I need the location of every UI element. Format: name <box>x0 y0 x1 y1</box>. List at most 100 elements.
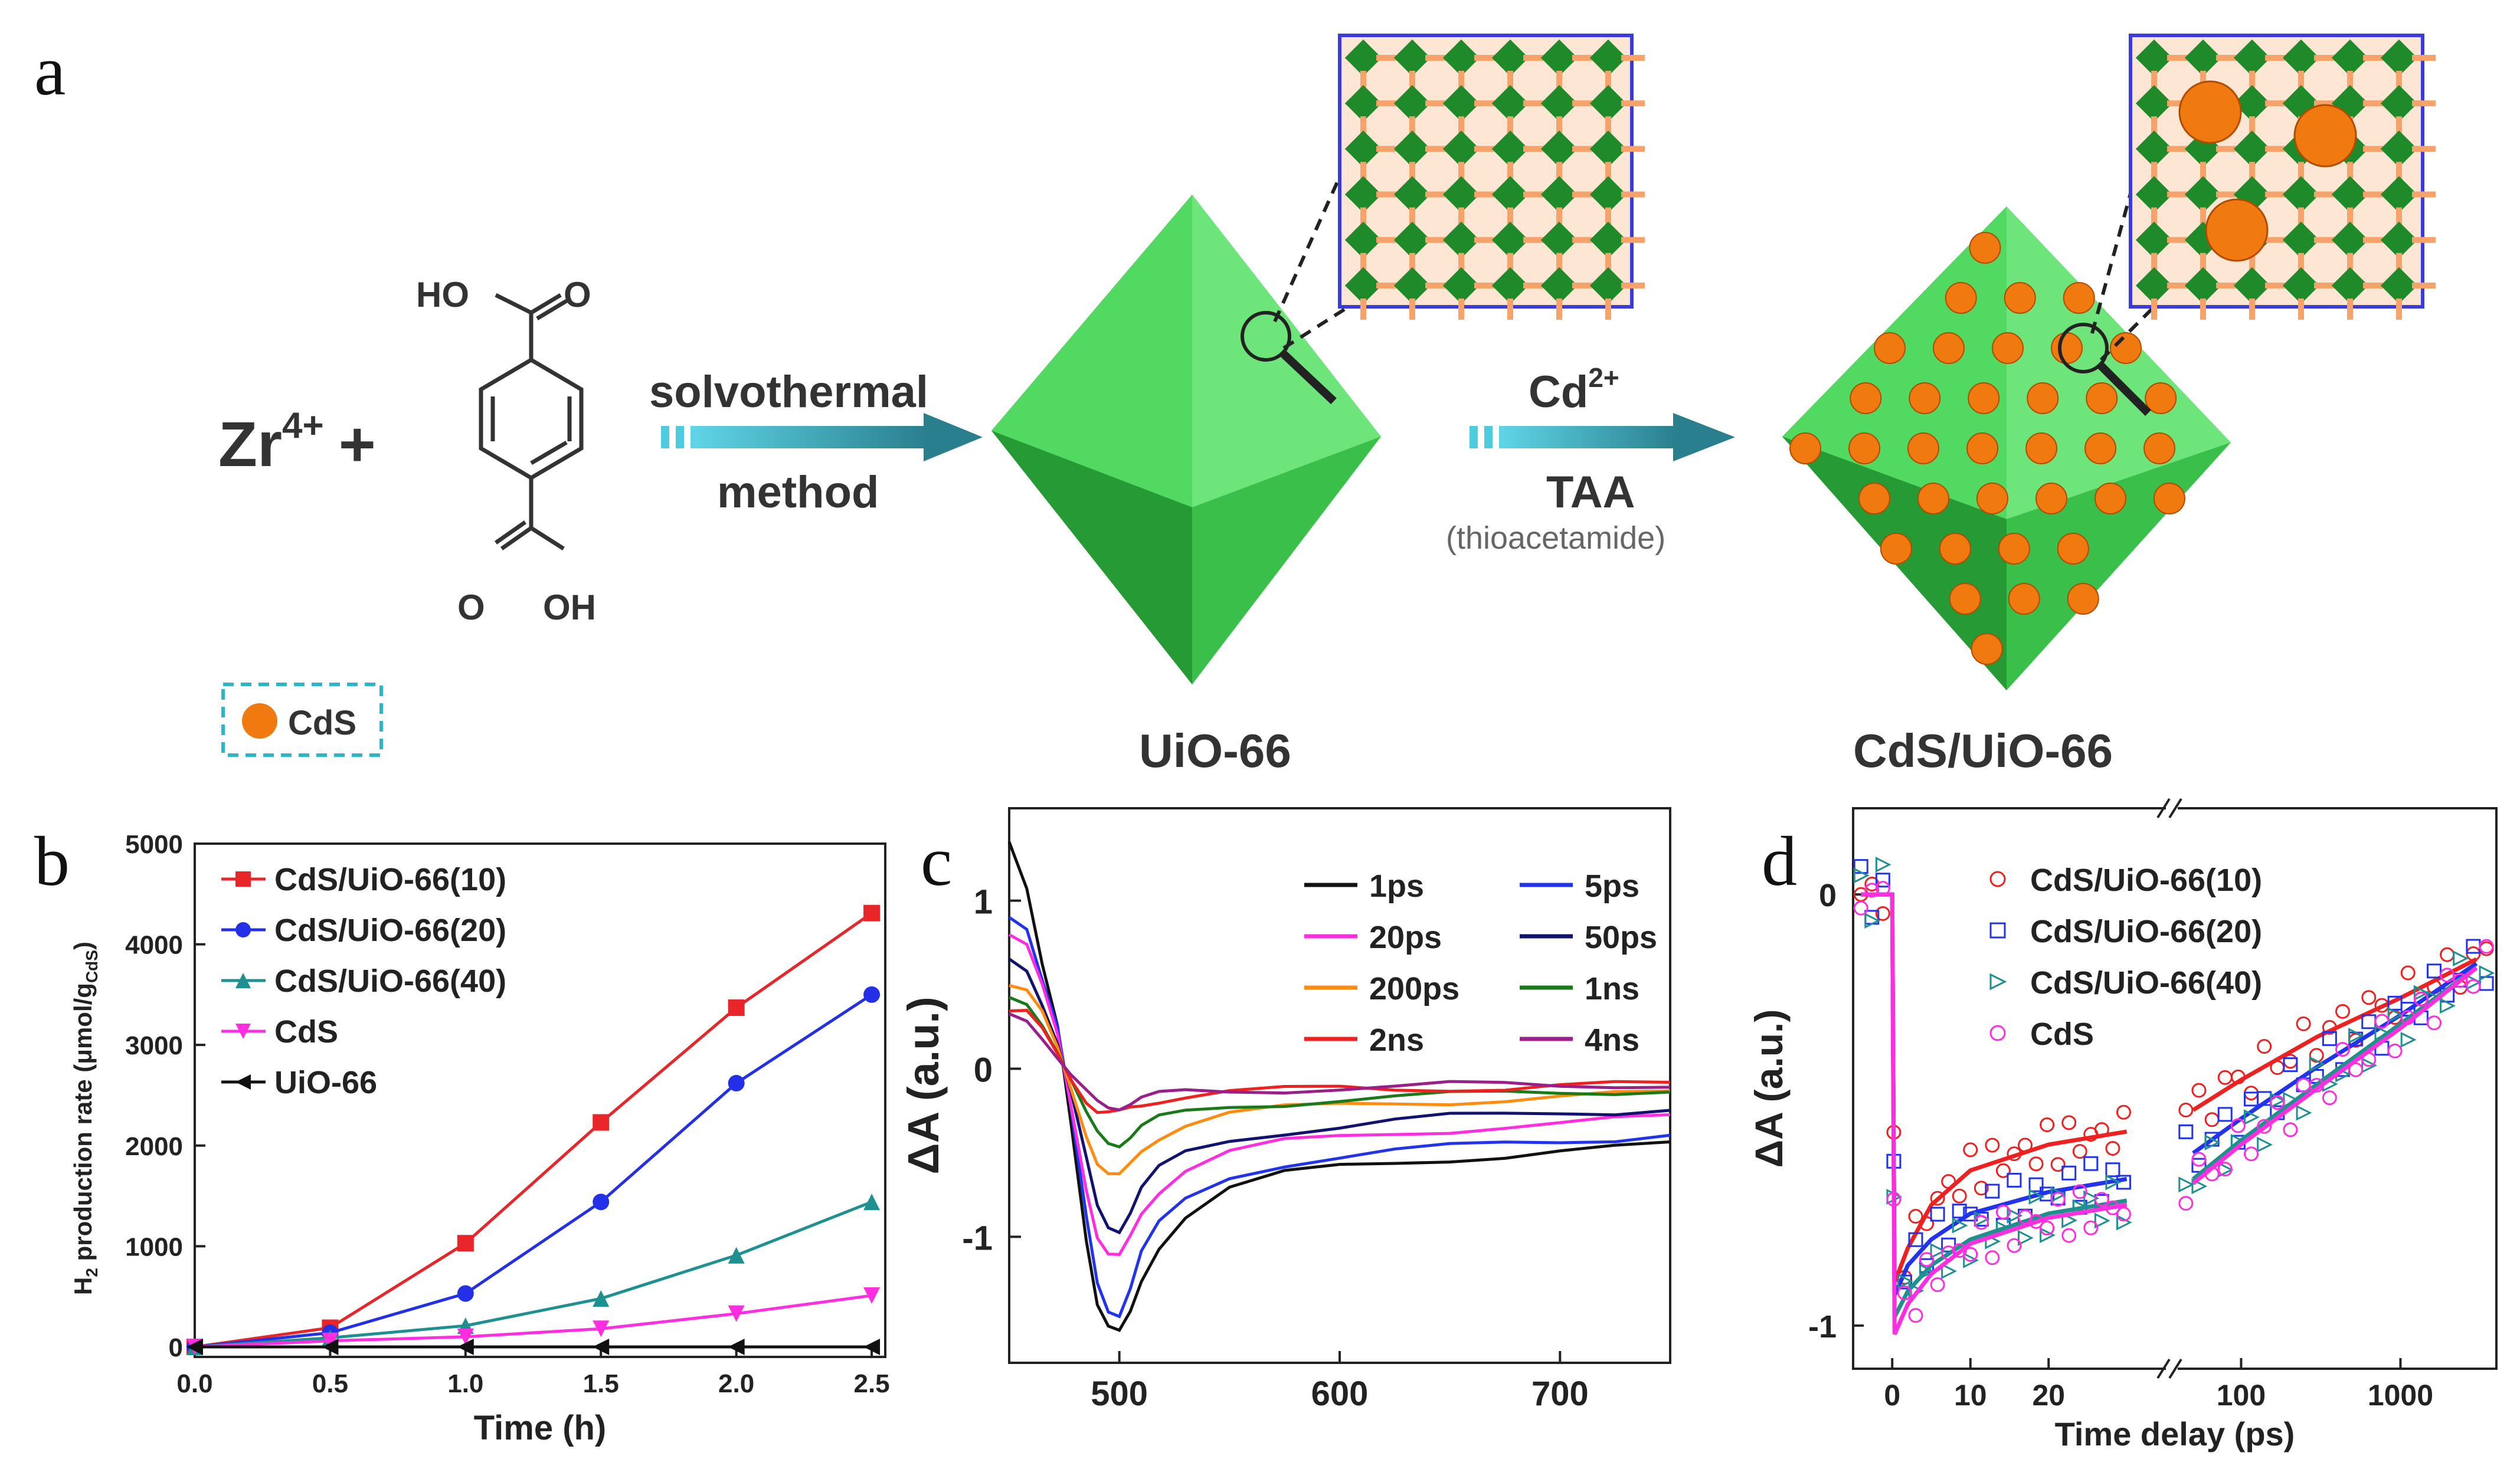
cds-particle <box>1850 382 1882 414</box>
linker <box>1409 253 1415 274</box>
data-point <box>1995 1204 2011 1219</box>
data-point <box>2400 965 2416 981</box>
linker <box>2265 282 2289 288</box>
data-point <box>2440 998 2456 1014</box>
data-point <box>2400 1031 2417 1048</box>
data-point <box>2072 1144 2087 1159</box>
data-point <box>728 1305 745 1322</box>
linker <box>2298 162 2304 183</box>
data-point <box>2257 1136 2273 1153</box>
fit-line-linear <box>1861 892 2128 1318</box>
series-line <box>194 1294 872 1349</box>
linker <box>2314 55 2338 61</box>
linker <box>1621 191 1645 198</box>
step1-bottom-label: method <box>717 467 879 517</box>
data-point <box>2335 1042 2350 1057</box>
axis-break-mark <box>2168 1358 2182 1379</box>
data-point <box>457 1338 474 1355</box>
data-point <box>1974 1181 1989 1196</box>
cds-particle <box>1939 533 1971 565</box>
linker <box>1458 71 1464 92</box>
data-point <box>2296 1016 2311 1031</box>
data-point <box>186 1338 203 1355</box>
linker <box>2396 71 2402 92</box>
cds-particle <box>2143 432 2176 464</box>
linker <box>2363 237 2387 243</box>
framework-inset-cds <box>2129 34 2436 320</box>
series-line <box>1009 1012 1671 1112</box>
series-line <box>1009 1009 1671 1114</box>
cds-particle <box>2004 282 2036 314</box>
cds-particle <box>2025 432 2058 464</box>
data-point <box>2094 1192 2109 1207</box>
cds-particle <box>2067 583 2099 615</box>
linker <box>2314 100 2338 107</box>
linker <box>1507 298 1513 320</box>
cds-particle <box>1880 533 1912 565</box>
linker <box>1376 55 1400 61</box>
legend-label: 2ns <box>1369 1022 1424 1058</box>
linker <box>2200 207 2206 229</box>
data-point <box>2348 1028 2364 1044</box>
legend-label: CdS/UiO-66(10) <box>2030 863 2262 898</box>
linker <box>2216 282 2240 288</box>
linker <box>2249 162 2255 183</box>
linker <box>2216 146 2240 152</box>
data-point <box>2116 1104 2131 1120</box>
data-point <box>2426 1015 2442 1031</box>
data-point <box>1908 1308 1923 1323</box>
data-point <box>863 1194 881 1211</box>
linker <box>2167 55 2191 61</box>
y-axis-label: H2 production rate (μmol/gCdS) <box>69 942 101 1295</box>
series-line <box>1009 983 1671 1176</box>
linker <box>1572 146 1596 152</box>
linker <box>1474 282 1498 288</box>
data-point <box>2040 1227 2056 1244</box>
data-point <box>2217 1107 2233 1122</box>
linker <box>2151 207 2157 229</box>
cds-particle <box>1976 483 2008 514</box>
cds-particle <box>2086 382 2118 414</box>
linker <box>2347 162 2353 183</box>
linker <box>1425 191 1449 198</box>
data-point <box>863 986 881 1003</box>
y-tick-label: 4000 <box>125 931 183 960</box>
cds-particle <box>1909 382 1941 414</box>
linker <box>2200 162 2206 183</box>
linker <box>1376 282 1400 288</box>
fit-line-log <box>2192 957 2478 1112</box>
y-tick-label: 2000 <box>125 1132 183 1161</box>
data-point <box>2040 1221 2055 1236</box>
series-line <box>1008 916 1671 1319</box>
linker <box>1507 253 1513 274</box>
linker <box>2298 207 2304 229</box>
linker <box>2347 298 2353 320</box>
data-point <box>2479 939 2494 954</box>
data-point <box>1908 1232 1923 1247</box>
y-tick-label: 1 <box>974 883 993 922</box>
cds-particle <box>2110 332 2142 364</box>
series-200ps <box>1009 983 1671 1176</box>
linker <box>2249 298 2255 320</box>
data-point <box>2348 1062 2364 1077</box>
data-point <box>2061 1228 2077 1243</box>
data-point <box>1989 922 2006 939</box>
linker <box>2216 191 2240 198</box>
data-point <box>2217 1070 2233 1085</box>
y-tick-label: 0 <box>974 1051 993 1090</box>
data-point <box>2028 1177 2044 1192</box>
data-point <box>2061 1165 2077 1181</box>
x-tick-label: 0.0 <box>176 1369 212 1398</box>
data-point <box>2116 1206 2131 1222</box>
linker <box>1507 71 1513 92</box>
magnifier-icon <box>1241 149 1353 405</box>
arrow-solvothermal <box>661 413 983 461</box>
linker <box>2396 253 2402 274</box>
data-point <box>1864 913 1881 929</box>
step1-top-label: solvothermal <box>649 367 928 417</box>
linker <box>1458 298 1464 320</box>
linker <box>1523 237 1547 243</box>
legend-label: 20ps <box>1369 920 1442 955</box>
linker <box>1605 162 1611 183</box>
linker <box>1360 253 1366 274</box>
